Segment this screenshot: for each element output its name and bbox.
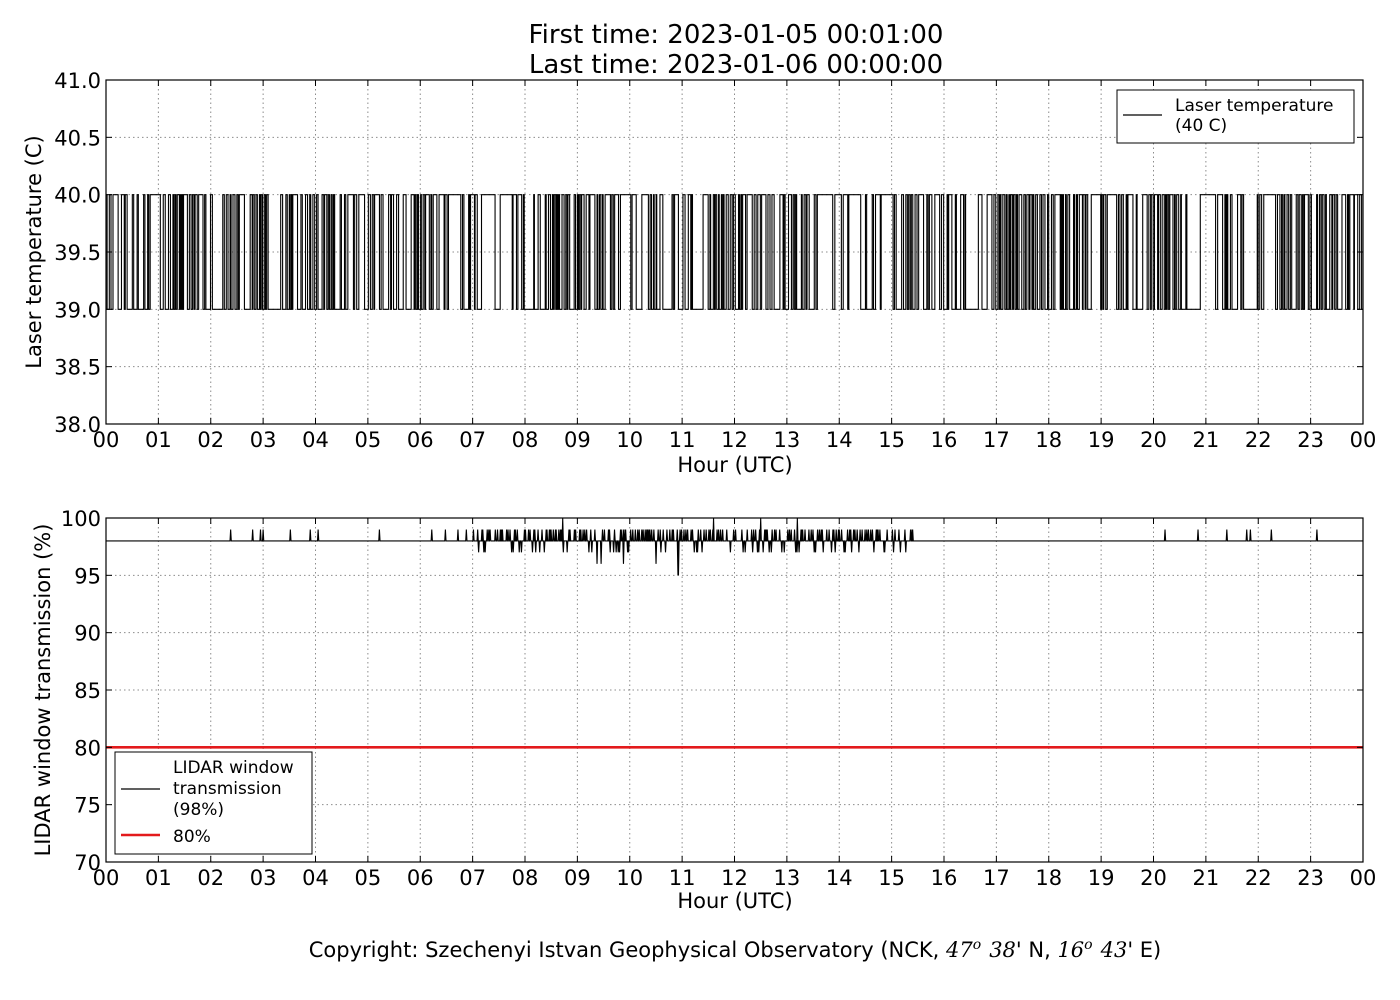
lidar-transmission-x-tick-label: 03 (250, 866, 277, 890)
lidar-transmission-x-tick-label: 04 (302, 866, 329, 890)
lidar-transmission-x-tick-label: 00 (1350, 866, 1377, 890)
lidar-transmission-legend: LIDAR window transmission (98%) 80% (114, 751, 313, 855)
copyright-text: Copyright: Szechenyi Istvan Geophysical … (309, 937, 1162, 962)
lidar-transmission-y-tick-label: 85 (74, 679, 101, 703)
lidar-transmission-x-tick-label: 15 (878, 866, 905, 890)
lidar-transmission-x-tick-label: 19 (1088, 866, 1115, 890)
laser-temperature-y-tick-label: 38.0 (54, 413, 101, 437)
laser-temperature-y-tick-label: 39.5 (54, 241, 101, 265)
lidar-transmission-x-tick-label: 17 (983, 866, 1010, 890)
laser-temperature-x-tick-label: 23 (1297, 428, 1324, 452)
lidar-transmission-x-tick-label: 13 (774, 866, 801, 890)
lidar-transmission-legend-box (114, 751, 313, 855)
lidar-transmission-x-tick-label: 07 (459, 866, 486, 890)
laser-temperature-x-tick-label: 15 (878, 428, 905, 452)
lidar-transmission-series (106, 517, 1363, 576)
laser-temperature-x-tick-label: 11 (669, 428, 696, 452)
lidar-transmission-y-tick-label: 75 (74, 794, 101, 818)
lidar-transmission-x-tick-label: 09 (564, 866, 591, 890)
lidar-transmission-x-tick-label: 02 (197, 866, 224, 890)
lidar-transmission-legend-line-3: (98%) (173, 800, 224, 820)
lidar-transmission-x-tick-label: 22 (1245, 866, 1272, 890)
laser-temperature-x-tick-label: 03 (250, 428, 277, 452)
lidar-transmission-line (106, 517, 1363, 576)
lidar-transmission-y-tick-label: 70 (74, 851, 101, 875)
lidar-transmission-x-tick-label: 10 (616, 866, 643, 890)
lidar-transmission-y-tick-label: 95 (74, 564, 101, 588)
laser-temperature-x-tick-label: 22 (1245, 428, 1272, 452)
laser-temperature-x-tick-label: 02 (197, 428, 224, 452)
lidar-transmission-x-tick-label: 01 (145, 866, 172, 890)
laser-temperature-x-tick-label: 07 (459, 428, 486, 452)
laser-temperature-x-tick-label: 14 (826, 428, 853, 452)
laser-temperature-x-tick-label: 12 (721, 428, 748, 452)
lidar-transmission-x-tick-label: 05 (355, 866, 382, 890)
laser-temperature-legend: Laser temperature (40 C) (1116, 89, 1355, 144)
laser-temperature-line (106, 194, 1363, 310)
laser-temperature-x-tick-label: 06 (407, 428, 434, 452)
lidar-transmission-y-tick-label: 90 (74, 622, 101, 646)
lidar-transmission-y-axis-label: LIDAR window transmission (%) (31, 524, 55, 857)
lidar-transmission-x-tick-label: 00 (93, 866, 120, 890)
laser-temperature-x-tick-label: 16 (931, 428, 958, 452)
laser-temperature-x-tick-label: 09 (564, 428, 591, 452)
lidar-transmission-legend-line-1: LIDAR window (173, 758, 294, 778)
laser-temperature-x-tick-label: 00 (1350, 428, 1377, 452)
laser-temperature-y-axis-label: Laser temperature (C) (22, 135, 46, 368)
laser-temperature-y-tick-label: 41.0 (54, 69, 101, 93)
laser-temperature-x-tick-label: 10 (616, 428, 643, 452)
lidar-transmission-x-tick-label: 08 (512, 866, 539, 890)
lidar-transmission-grid (106, 518, 1363, 862)
lidar-transmission-panel: 00 01 02 03 04 05 06 07 08 09 10 11 12 13 14 15 16 17 18 19… (31, 507, 1376, 913)
laser-temperature-x-tick-label: 17 (983, 428, 1010, 452)
laser-temperature-x-tick-label: 00 (93, 428, 120, 452)
lidar-transmission-x-tick-label: 14 (826, 866, 853, 890)
laser-temperature-legend-line-2: (40 C) (1175, 116, 1227, 136)
lidar-transmission-x-axis-label: Hour (UTC) (677, 889, 792, 913)
laser-temperature-x-ticks: 00 01 02 03 04 05 06 07 08 09 10 11 12 13 14 15 16 17 18 19… (93, 80, 1377, 452)
laser-temperature-y-tick-label: 38.5 (54, 356, 101, 380)
laser-temperature-y-tick-label: 40.0 (54, 184, 101, 208)
laser-temperature-y-tick-label: 39.0 (54, 298, 101, 322)
laser-temperature-legend-line-1: Laser temperature (1175, 96, 1333, 116)
laser-temperature-y-tick-label: 40.5 (54, 126, 101, 150)
laser-temperature-x-axis-label: Hour (UTC) (677, 453, 792, 477)
laser-temperature-legend-box (1116, 89, 1355, 144)
lidar-transmission-x-tick-label: 11 (669, 866, 696, 890)
laser-temperature-x-tick-label: 04 (302, 428, 329, 452)
lidar-transmission-x-tick-label: 06 (407, 866, 434, 890)
threshold-legend-label: 80% (173, 827, 211, 847)
laser-temperature-x-tick-label: 13 (774, 428, 801, 452)
laser-temperature-series (106, 194, 1363, 310)
laser-temperature-x-tick-label: 21 (1193, 428, 1220, 452)
laser-temperature-y-ticks: 38.0 38.5 39.0 39.5 40.0 40.5 41.0 (54, 69, 1363, 437)
lidar-transmission-x-tick-label: 23 (1297, 866, 1324, 890)
lidar-transmission-y-tick-label: 80 (74, 736, 101, 760)
lidar-transmission-x-tick-label: 12 (721, 866, 748, 890)
lidar-transmission-x-tick-label: 16 (931, 866, 958, 890)
lidar-transmission-y-tick-label: 100 (61, 507, 101, 531)
chart-title-line-1: First time: 2023-01-05 00:01:00 (529, 20, 944, 50)
laser-temperature-x-tick-label: 08 (512, 428, 539, 452)
laser-temperature-x-tick-label: 19 (1088, 428, 1115, 452)
lidar-transmission-x-tick-label: 21 (1193, 866, 1220, 890)
laser-temperature-panel: 00 01 02 03 04 05 06 07 08 09 10 11 12 13 14 15 16 17 18 19… (22, 69, 1376, 477)
lidar-transmission-x-tick-label: 18 (1035, 866, 1062, 890)
lidar-transmission-x-ticks: 00 01 02 03 04 05 06 07 08 09 10 11 12 13 14 15 16 17 18 19… (93, 518, 1377, 890)
lidar-transmission-x-tick-label: 20 (1140, 866, 1167, 890)
laser-temperature-x-tick-label: 20 (1140, 428, 1167, 452)
lidar-transmission-y-ticks: 70 75 80 85 90 95 100 (61, 507, 1363, 875)
laser-temperature-x-tick-label: 18 (1035, 428, 1062, 452)
laser-temperature-x-tick-label: 05 (355, 428, 382, 452)
lidar-transmission-legend-line-2: transmission (173, 779, 282, 799)
laser-temperature-x-tick-label: 01 (145, 428, 172, 452)
chart-title-line-2: Last time: 2023-01-06 00:00:00 (529, 50, 943, 80)
